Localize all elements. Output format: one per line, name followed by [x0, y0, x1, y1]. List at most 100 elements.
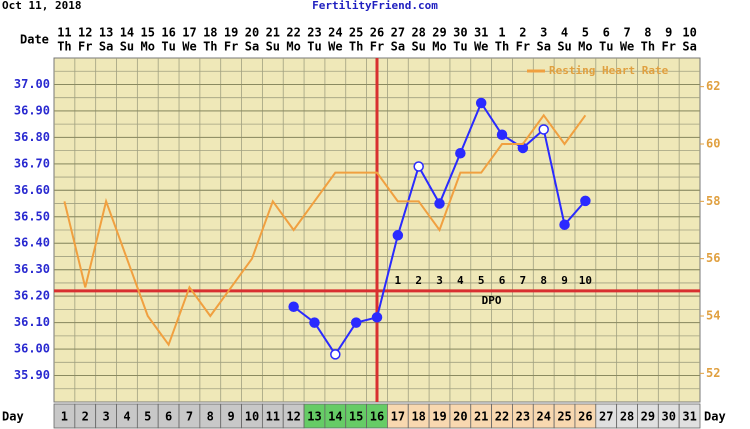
day-number: 10 [245, 410, 259, 424]
weekday: Mo [578, 40, 592, 54]
weekday: Su [266, 40, 280, 54]
date-number: 18 [203, 26, 217, 40]
temperature-point [496, 129, 508, 140]
day-number: 12 [286, 410, 300, 424]
day-number: 19 [432, 410, 446, 424]
dpo-number: 3 [436, 274, 443, 287]
y-tick-label: 36.10 [14, 315, 50, 329]
date-number: 9 [665, 26, 672, 40]
y2-tick-label: 58 [706, 194, 720, 208]
date-number: 7 [623, 26, 630, 40]
date-number: 11 [57, 26, 71, 40]
date-number: 23 [307, 26, 321, 40]
weekday: Th [495, 40, 509, 54]
weekday: Fr [516, 40, 530, 54]
weekday: Tu [161, 40, 175, 54]
y-tick-label: 36.70 [14, 156, 50, 170]
temperature-point [434, 198, 445, 209]
date-number: 27 [391, 26, 405, 40]
temperature-point [309, 317, 320, 328]
day-number: 22 [495, 410, 509, 424]
day-number: 28 [620, 410, 634, 424]
temperature-point [350, 317, 362, 328]
day-number: 1 [61, 410, 68, 424]
day-number: 20 [453, 410, 467, 424]
day-number: 4 [123, 410, 130, 424]
date-number: 29 [432, 26, 446, 40]
weekday: Fr [662, 40, 676, 54]
weekday: Tu [599, 40, 613, 54]
y-tick-label: 36.30 [14, 262, 50, 276]
weekday: Fr [78, 40, 92, 54]
weekday: Sa [391, 40, 405, 54]
weekday: Th [203, 40, 217, 54]
dpo-number: 7 [520, 274, 527, 287]
date-number: 22 [286, 26, 300, 40]
dpo-number: 9 [561, 274, 568, 287]
y-tick-label: 36.20 [14, 289, 50, 303]
day-number: 30 [662, 410, 676, 424]
y2-tick-label: 56 [706, 251, 720, 265]
temperature-point [538, 124, 549, 135]
y-tick-label: 36.80 [14, 130, 50, 144]
date-number: 16 [161, 26, 175, 40]
date-number: 10 [682, 26, 696, 40]
date-number: 19 [224, 26, 238, 40]
day-number: 3 [102, 410, 109, 424]
date-number: 21 [266, 26, 280, 40]
y-tick-label: 36.90 [14, 103, 50, 117]
chart-subtitle: Oct 11, 2018 [2, 0, 81, 12]
day-number: 27 [599, 410, 613, 424]
date-number: 14 [120, 26, 134, 40]
day-number: 18 [411, 410, 425, 424]
dpo-number: 5 [478, 274, 485, 287]
weekday: Sa [682, 40, 696, 54]
y-tick-label: 37.00 [14, 77, 50, 91]
date-number: 2 [519, 26, 526, 40]
dpo-number: 1 [395, 274, 402, 287]
date-number: 20 [245, 26, 259, 40]
day-number: 15 [349, 410, 363, 424]
day-number: 13 [307, 410, 321, 424]
dpo-number: 8 [540, 274, 547, 287]
weekday: Mo [432, 40, 446, 54]
date-number: 12 [78, 26, 92, 40]
day-number: 7 [186, 410, 193, 424]
weekday: Sa [99, 40, 113, 54]
date-number: 6 [603, 26, 610, 40]
weekday: Fr [224, 40, 238, 54]
dpo-number: 4 [457, 274, 464, 287]
weekday: We [182, 40, 196, 54]
date-label: Date [20, 33, 49, 47]
dpo-number: 6 [499, 274, 506, 287]
y-tick-label: 36.00 [14, 342, 50, 356]
day-number: 8 [207, 410, 214, 424]
y2-tick-label: 60 [706, 137, 720, 151]
day-number: 2 [82, 410, 89, 424]
weekday: Su [557, 40, 571, 54]
day-label-right: Day [704, 410, 726, 424]
y-tick-label: 35.90 [14, 368, 50, 382]
weekday: Sa [536, 40, 550, 54]
date-number: 17 [182, 26, 196, 40]
weekday: Tu [453, 40, 467, 54]
weekday: Su [411, 40, 425, 54]
weekday: Th [641, 40, 655, 54]
weekday: Fr [370, 40, 384, 54]
weekday: Th [57, 40, 71, 54]
date-number: 13 [99, 26, 113, 40]
date-number: 3 [540, 26, 547, 40]
temperature-point [371, 312, 383, 323]
day-number: 11 [266, 410, 280, 424]
chart-title: FertilityFriend.com [312, 0, 438, 12]
date-number: 5 [582, 26, 589, 40]
day-number: 21 [474, 410, 488, 424]
y-tick-label: 36.50 [14, 209, 50, 223]
day-number: 16 [370, 410, 384, 424]
y2-tick-label: 62 [706, 79, 720, 93]
date-number: 15 [141, 26, 155, 40]
day-number: 14 [328, 410, 342, 424]
dpo-number: 2 [415, 274, 422, 287]
date-number: 24 [328, 26, 342, 40]
